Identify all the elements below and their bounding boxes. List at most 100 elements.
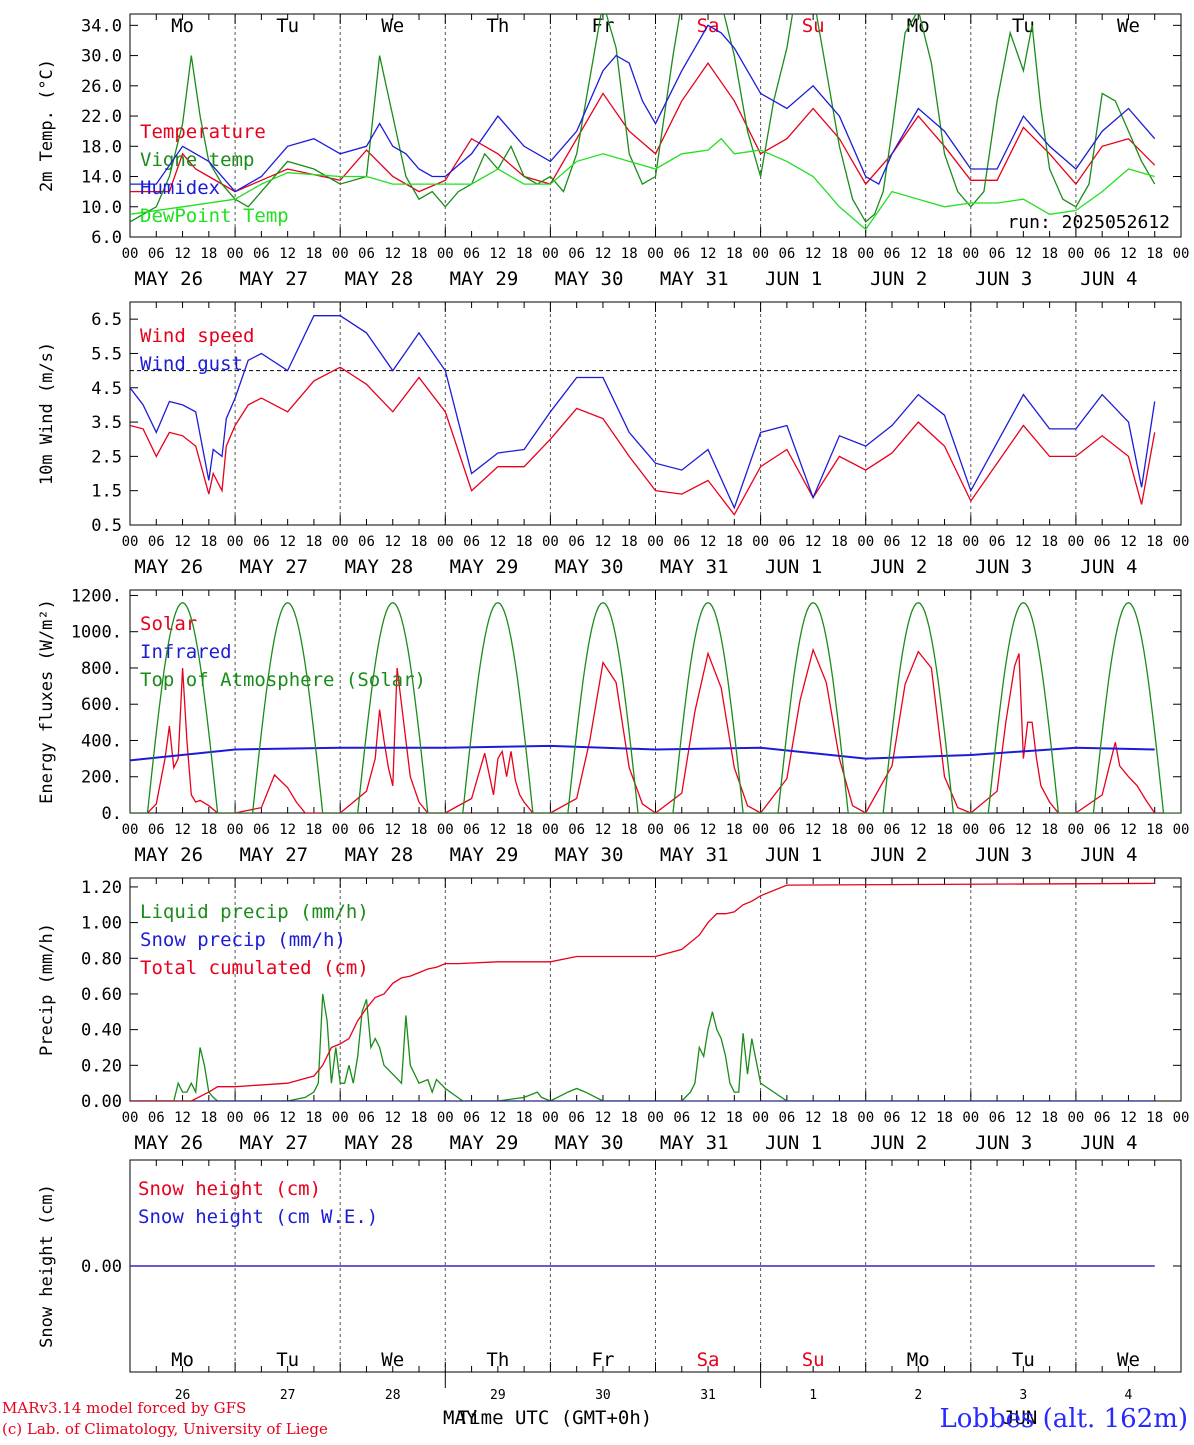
hour-tick-label: 06 <box>463 822 480 838</box>
hour-tick-label: 18 <box>831 534 848 550</box>
series-line-wind-gust <box>130 315 1156 510</box>
date-label: MAY 29 <box>450 268 519 290</box>
date-label: JUN 3 <box>975 268 1032 290</box>
hour-tick-label: 00 <box>1173 822 1190 838</box>
hour-tick-label: 12 <box>595 822 612 838</box>
hour-tick-label: 18 <box>831 822 848 838</box>
hour-tick-label: 12 <box>910 246 927 262</box>
hour-tick-label: 18 <box>1146 534 1163 550</box>
date-label: JUN 4 <box>1080 268 1137 290</box>
hour-tick-label: 00 <box>542 534 559 550</box>
date-label: MAY 30 <box>555 556 624 578</box>
date-label: MAY 26 <box>134 1132 203 1154</box>
hour-tick-label: 06 <box>778 534 795 550</box>
hour-tick-label: 06 <box>1094 534 1111 550</box>
model-credit: MARv3.14 model forced by GFS <box>2 1399 247 1417</box>
hour-tick-label: 00 <box>962 822 979 838</box>
date-label: JUN 2 <box>870 556 927 578</box>
hour-tick-label: 00 <box>542 1110 559 1126</box>
hour-tick-label: 12 <box>489 1110 506 1126</box>
hour-tick-label: 06 <box>568 246 585 262</box>
weekday-label: We <box>381 15 404 37</box>
hour-tick-label: 06 <box>673 246 690 262</box>
hour-tick-label: 18 <box>831 1110 848 1126</box>
hour-tick-label: 18 <box>516 1110 533 1126</box>
station-name: Lobbes (alt. 162m) <box>939 1404 1188 1434</box>
hour-tick-label: 06 <box>778 822 795 838</box>
hour-tick-label: 12 <box>1015 822 1032 838</box>
y-tick-label: 5.5 <box>91 344 122 364</box>
hour-tick-label: 12 <box>1015 1110 1032 1126</box>
y-tick-label: 22.0 <box>81 107 122 127</box>
hour-tick-label: 00 <box>227 534 244 550</box>
hour-tick-label: 00 <box>752 534 769 550</box>
hour-tick-label: 06 <box>358 246 375 262</box>
hour-tick-label: 00 <box>437 534 454 550</box>
hour-tick-label: 06 <box>989 822 1006 838</box>
hour-tick-label: 12 <box>595 1110 612 1126</box>
y-tick-label: 0.60 <box>81 985 122 1005</box>
date-label: MAY 29 <box>450 556 519 578</box>
y-tick-label: 1000. <box>71 623 122 643</box>
hour-tick-label: 00 <box>857 534 874 550</box>
date-label: MAY 28 <box>345 268 414 290</box>
hour-tick-label: 00 <box>857 1110 874 1126</box>
hour-tick-label: 06 <box>568 1110 585 1126</box>
date-label: JUN 3 <box>975 556 1032 578</box>
hour-tick-label: 00 <box>1173 246 1190 262</box>
hour-tick-label: 18 <box>936 822 953 838</box>
hour-tick-label: 18 <box>200 246 217 262</box>
legend-entry: DewPoint Temp <box>140 205 289 227</box>
y-axis-label: 2m Temp. (°C) <box>37 59 57 192</box>
hour-tick-label: 06 <box>358 534 375 550</box>
date-label: JUN 3 <box>975 1132 1032 1154</box>
lab-credit: (c) Lab. of Climatology, University of L… <box>2 1420 328 1438</box>
y-tick-label: 1.5 <box>91 482 122 502</box>
hour-tick-label: 00 <box>332 246 349 262</box>
day-number-label: 29 <box>490 1388 506 1403</box>
y-axis-label: 10m Wind (m/s) <box>37 342 57 485</box>
hour-tick-label: 12 <box>1120 1110 1137 1126</box>
date-label: MAY 28 <box>345 844 414 866</box>
hour-tick-label: 18 <box>1041 246 1058 262</box>
date-label: MAY 26 <box>134 268 203 290</box>
hour-tick-label: 18 <box>936 534 953 550</box>
hour-tick-label: 06 <box>463 246 480 262</box>
series-line-humidex <box>130 24 1156 193</box>
hour-tick-label: 18 <box>1146 822 1163 838</box>
hour-tick-label: 18 <box>305 822 322 838</box>
y-tick-label: 400. <box>81 731 122 751</box>
hour-tick-label: 12 <box>805 246 822 262</box>
hour-tick-label: 18 <box>305 534 322 550</box>
date-label: MAY 26 <box>134 556 203 578</box>
hour-tick-label: 06 <box>253 1110 270 1126</box>
y-tick-label: 200. <box>81 768 122 788</box>
hour-tick-label: 00 <box>647 1110 664 1126</box>
y-axis-label: Precip (mm/h) <box>37 923 57 1056</box>
day-number-label: 27 <box>280 1388 296 1403</box>
weekday-label: Mo <box>171 1349 194 1371</box>
y-tick-label: 2.5 <box>91 447 122 467</box>
day-number-label: 3 <box>1019 1388 1027 1403</box>
x-axis-title: Time UTC (GMT+0h) <box>458 1407 652 1429</box>
month-label: MAY <box>443 1407 478 1429</box>
legend-entry: Snow height (cm) <box>138 1178 321 1200</box>
date-label: JUN 1 <box>765 1132 822 1154</box>
legend-entry: Wind speed <box>140 325 254 347</box>
hour-tick-label: 00 <box>752 1110 769 1126</box>
weekday-label: Sa <box>697 1349 720 1371</box>
y-tick-label: 1.00 <box>81 914 122 934</box>
date-label: MAY 31 <box>660 844 729 866</box>
panel-snow: 0.00 Snow height (cm) Snow height (cm) Snow… <box>37 1159 1182 1429</box>
legend-entry: Total cumulated (cm) <box>140 957 369 979</box>
hour-tick-label: 12 <box>805 534 822 550</box>
series-line-top-of-atmosphere-solar- <box>130 601 1181 813</box>
date-label: JUN 1 <box>765 268 822 290</box>
hour-tick-label: 18 <box>1041 534 1058 550</box>
hour-tick-label: 00 <box>122 822 139 838</box>
hour-tick-label: 06 <box>253 822 270 838</box>
hour-tick-label: 18 <box>936 246 953 262</box>
series-line-infrared <box>130 744 1155 762</box>
